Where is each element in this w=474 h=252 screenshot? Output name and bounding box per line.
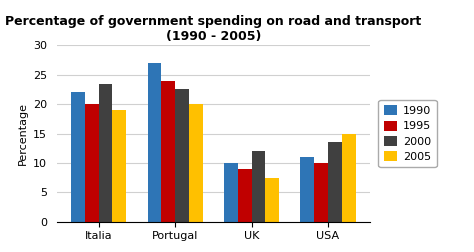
Bar — [314, 163, 328, 222]
Bar — [238, 169, 252, 222]
Bar — [85, 104, 99, 222]
Legend: 1990, 1995, 2000, 2005: 1990, 1995, 2000, 2005 — [378, 100, 437, 167]
Bar — [147, 63, 161, 222]
Y-axis label: Percentage: Percentage — [18, 102, 27, 165]
Bar — [252, 151, 265, 222]
Bar — [328, 142, 342, 222]
Bar — [112, 110, 126, 222]
Bar — [175, 89, 189, 222]
Bar — [71, 92, 85, 222]
Bar — [189, 104, 202, 222]
Bar — [161, 81, 175, 222]
Bar — [265, 178, 279, 222]
Bar — [301, 157, 314, 222]
Bar — [342, 134, 356, 222]
Title: Percentage of government spending on road and transport
(1990 - 2005): Percentage of government spending on roa… — [5, 15, 421, 43]
Bar — [224, 163, 238, 222]
Bar — [99, 84, 112, 222]
